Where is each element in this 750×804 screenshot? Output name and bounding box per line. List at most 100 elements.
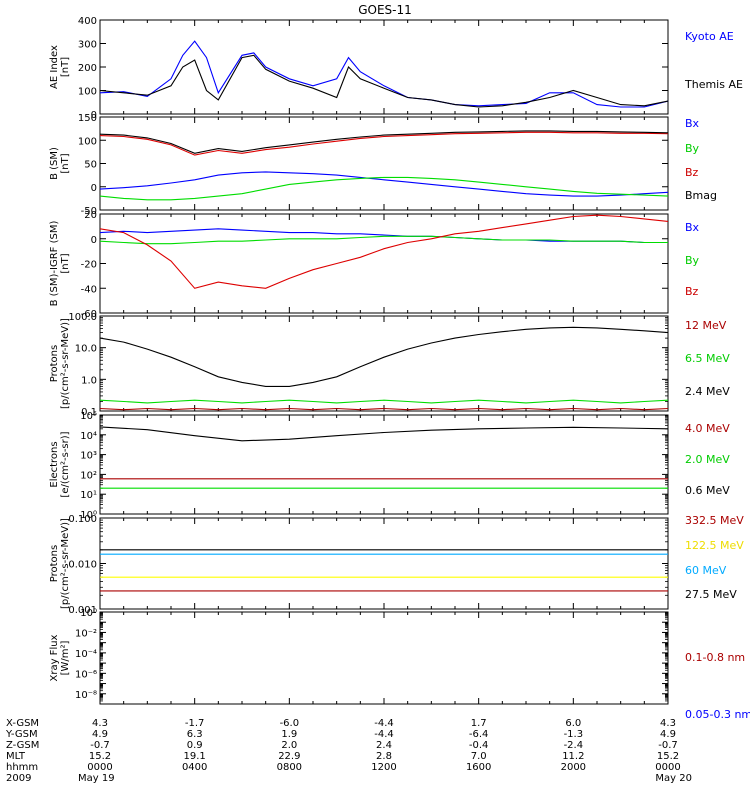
panel-frame-ae	[99, 19, 669, 115]
legend-label: 12 MeV	[685, 319, 727, 332]
ephemeris-value: 11.2	[562, 751, 584, 762]
y-axis-label: [nT]	[60, 57, 71, 77]
ephemeris-value: 6.3	[187, 729, 203, 740]
y-tick-label: 0	[91, 110, 97, 121]
ephemeris-value: -1.7	[185, 718, 205, 729]
ephemeris-value: 0400	[182, 762, 207, 773]
legend-label: Bmag	[685, 189, 717, 202]
y-tick-label: 10⁻²	[75, 628, 97, 639]
legend-label: Bz	[685, 285, 699, 298]
ephemeris-value: -1.3	[564, 729, 584, 740]
y-axis-label: [p/(cm²-s-sr-MeV)]	[60, 518, 71, 609]
ephemeris-value: -2.4	[564, 740, 584, 751]
series-line	[99, 399, 669, 404]
legend-label: 60 MeV	[685, 564, 727, 577]
y-tick-label: 100	[78, 136, 97, 147]
y-tick-label: 0.010	[68, 560, 97, 571]
y-axis-label: [nT]	[60, 153, 71, 173]
series-line	[99, 407, 669, 411]
ephemeris-value: 2.4	[376, 740, 392, 751]
ephemeris-value: 0.9	[187, 740, 203, 751]
ephemeris-value: 0000	[87, 762, 112, 773]
series-line	[99, 235, 668, 245]
y-tick-label: 10²	[80, 470, 97, 481]
y-tick-label: 0.100	[68, 514, 97, 525]
y-tick-label: 0	[91, 183, 97, 194]
ephemeris-value: 7.0	[471, 751, 487, 762]
legend-label: Kyoto AE	[685, 30, 734, 43]
ephemeris-row-label: 2009	[6, 773, 31, 784]
series-line	[99, 171, 669, 197]
y-tick-label: 10³	[80, 451, 97, 462]
y-axis-label: [e/(cm²-s-sr)]	[60, 431, 71, 497]
y-tick-label: 400	[78, 16, 97, 27]
legend-label: Bx	[685, 221, 700, 234]
figure-title: GOES-11	[358, 3, 412, 17]
y-axis-label: B (SM)	[49, 147, 60, 180]
legend-label: 122.5 MeV	[685, 539, 744, 552]
ephemeris-value: 19.1	[184, 751, 206, 762]
ephemeris-row-label: MLT	[6, 751, 26, 762]
legend-label: By	[685, 254, 700, 267]
legend-label: 4.0 MeV	[685, 422, 730, 435]
y-axis-label: [p/(cm²-s-sr-MeV)]	[60, 318, 71, 409]
y-tick-label: -20	[81, 260, 97, 271]
y-axis-label: Xray Flux	[49, 634, 60, 681]
y-tick-label: 0	[91, 235, 97, 246]
ephemeris-value: 4.9	[92, 729, 108, 740]
series-line	[99, 130, 669, 154]
y-tick-label: 0.001	[68, 605, 97, 616]
panel-frame-protons_low	[99, 315, 669, 412]
ephemeris-value: May 20	[655, 773, 692, 784]
ephemeris-value: 4.3	[92, 718, 108, 729]
y-tick-label: -60	[81, 309, 97, 320]
panel-frame-xray	[99, 611, 669, 705]
y-axis-label: Protons	[49, 545, 60, 582]
y-tick-label: 10¹	[80, 490, 97, 501]
panel-frame-bdiff	[99, 213, 669, 314]
ephemeris-value: 4.3	[660, 718, 676, 729]
ephemeris-value: 22.9	[278, 751, 300, 762]
y-axis-label: B (SM)-IGRF (SM)	[49, 221, 60, 307]
y-tick-label: 10.0	[75, 344, 97, 355]
legend-label: 0.05-0.3 nm	[685, 708, 750, 721]
ephemeris-value: 2000	[561, 762, 586, 773]
ephemeris-value: 1600	[466, 762, 491, 773]
series-line	[99, 54, 669, 108]
legend-label: 27.5 MeV	[685, 588, 737, 601]
ephemeris-value: 15.2	[657, 751, 679, 762]
y-tick-label: -50	[81, 206, 97, 217]
ephemeris-value: 6.0	[565, 718, 581, 729]
y-tick-label: 50	[84, 160, 97, 171]
y-axis-label: Protons	[49, 345, 60, 382]
ephemeris-value: -4.4	[374, 729, 394, 740]
ephemeris-row-label: Y-GSM	[5, 729, 38, 740]
legend-label: 0.6 MeV	[685, 484, 730, 497]
legend-label: 2.0 MeV	[685, 453, 730, 466]
ephemeris-value: 2.8	[376, 751, 392, 762]
ephemeris-value: -0.4	[469, 740, 489, 751]
ephemeris-value: -0.7	[90, 740, 110, 751]
series-line	[99, 426, 669, 442]
series-line	[99, 131, 669, 156]
y-tick-label: 20	[84, 210, 97, 221]
y-tick-label: 0.1	[81, 407, 97, 418]
ephemeris-value: -6.0	[280, 718, 300, 729]
series-line	[99, 228, 668, 244]
ephemeris-value: May 19	[78, 773, 115, 784]
y-tick-label: 10⁴	[80, 431, 97, 442]
legend-label: 332.5 MeV	[685, 514, 744, 527]
panel-frame-protons_high	[99, 517, 669, 610]
ephemeris-row-label: Z-GSM	[6, 740, 39, 751]
y-tick-label: 10⁻⁶	[75, 669, 97, 680]
y-tick-label: 150	[78, 113, 97, 124]
y-tick-label: 10⁰	[80, 608, 97, 619]
legend-label: Bz	[685, 166, 699, 179]
y-tick-label: 1.0	[81, 375, 97, 386]
series-line	[99, 326, 669, 387]
ephemeris-value: 0800	[277, 762, 302, 773]
ephemeris-row-label: hhmm	[6, 762, 38, 773]
y-tick-label: 200	[78, 63, 97, 74]
legend-label: Themis AE	[684, 78, 743, 91]
